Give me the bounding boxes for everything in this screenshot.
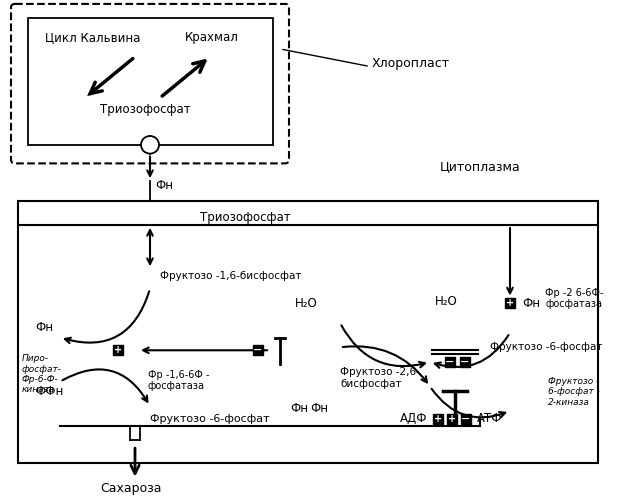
Text: Цитоплазма: Цитоплазма <box>440 160 521 173</box>
Text: Фн: Фн <box>310 402 328 416</box>
FancyBboxPatch shape <box>11 4 289 163</box>
Text: Пиро-
фосфат-
Фр-6-Ф-
киназа: Пиро- фосфат- Фр-6-Ф- киназа <box>22 354 62 394</box>
Text: Триозофосфат: Триозофосфат <box>200 211 291 224</box>
Text: Триозофосфат: Триозофосфат <box>100 103 191 116</box>
Text: H₂O: H₂O <box>435 295 458 308</box>
Bar <box>28 18 273 145</box>
Text: Крахмал: Крахмал <box>185 31 239 44</box>
Text: ФФн: ФФн <box>35 385 63 398</box>
Text: −: − <box>460 357 470 367</box>
Bar <box>253 345 263 355</box>
Text: АТФ: АТФ <box>477 412 502 425</box>
Text: Цикл Кальвина: Цикл Кальвина <box>45 31 140 44</box>
Text: АДФ: АДФ <box>400 412 428 425</box>
Bar <box>445 357 455 367</box>
Bar <box>447 414 457 424</box>
Text: Фруктозо -
6-фосфат -
2-киназа: Фруктозо - 6-фосфат - 2-киназа <box>548 376 600 407</box>
Text: Фн: Фн <box>155 180 173 192</box>
Text: −: − <box>253 345 262 355</box>
Bar <box>505 299 515 308</box>
Bar <box>461 414 471 424</box>
Text: Фруктозо -6-фосфат: Фруктозо -6-фосфат <box>150 414 269 424</box>
Text: Фруктозо -1,6-бисфосфат: Фруктозо -1,6-бисфосфат <box>160 271 301 281</box>
Text: +: + <box>506 298 514 309</box>
Text: Фн: Фн <box>290 402 308 416</box>
Text: Фн: Фн <box>35 321 53 334</box>
Text: Фн: Фн <box>522 297 540 310</box>
Text: −: − <box>461 414 470 424</box>
Text: Сахароза: Сахароза <box>100 483 161 496</box>
Text: Хлоропласт: Хлоропласт <box>372 57 450 70</box>
Text: H₂O: H₂O <box>295 297 317 310</box>
Bar <box>433 414 443 424</box>
Text: Фр -2 6-6Ф-
фосфатаза: Фр -2 6-6Ф- фосфатаза <box>545 288 604 309</box>
Text: Фруктозо -6-фосфат: Фруктозо -6-фосфат <box>490 342 602 352</box>
Text: Фруктозо -2,6-
бисфосфат: Фруктозо -2,6- бисфосфат <box>340 367 420 388</box>
Bar <box>18 200 598 463</box>
Bar <box>113 345 123 355</box>
Bar <box>460 357 470 367</box>
Circle shape <box>141 136 159 154</box>
Text: Фр -1,6-6Ф -
фосфатаза: Фр -1,6-6Ф - фосфатаза <box>148 370 209 391</box>
Text: +: + <box>114 345 122 355</box>
Text: +: + <box>448 414 456 424</box>
Text: −: − <box>445 357 454 367</box>
Text: +: + <box>434 414 442 424</box>
